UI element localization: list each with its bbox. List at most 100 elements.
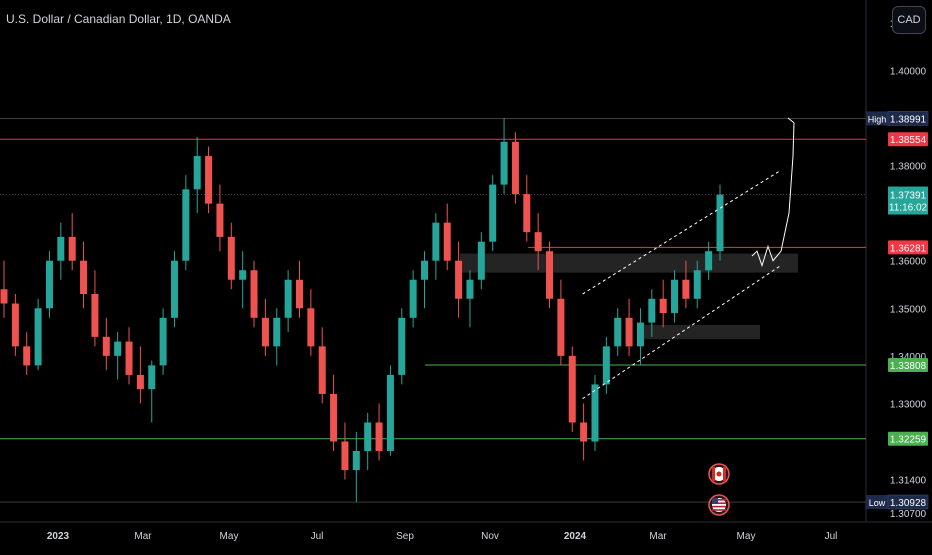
y-tick-label: 1.33000 xyxy=(890,399,927,410)
candle-body xyxy=(205,156,213,204)
flag-band xyxy=(712,467,715,481)
low-value-text: 1.30928 xyxy=(890,498,927,509)
candle-body xyxy=(648,298,656,323)
candle-body xyxy=(386,374,394,452)
candle-body xyxy=(0,289,8,304)
candle-body xyxy=(284,279,292,318)
usa-flag-icon[interactable] xyxy=(708,494,730,516)
flag-band xyxy=(723,467,726,481)
candle-body xyxy=(591,384,599,442)
projection-end xyxy=(787,117,795,124)
candle-body xyxy=(216,203,224,237)
high-value-bg xyxy=(887,111,929,126)
candle-body xyxy=(125,341,133,375)
candle-body xyxy=(352,451,360,471)
candle-body xyxy=(227,236,235,280)
x-tick-label: Sep xyxy=(396,531,414,542)
candle-body xyxy=(477,241,485,280)
x-tick-label: Mar xyxy=(649,531,667,542)
candle-body xyxy=(250,270,258,318)
support-price-tag-bg xyxy=(888,357,928,372)
candle-body xyxy=(614,317,622,347)
current-price-text: 1.37391 xyxy=(890,191,927,202)
candle-body xyxy=(182,189,190,261)
candle-body xyxy=(432,222,440,261)
y-tick-label: 1.34000 xyxy=(890,352,927,363)
flag-stripe xyxy=(712,505,726,508)
candle-body xyxy=(261,317,269,347)
high-value-text: 1.38991 xyxy=(890,114,927,125)
candle-body xyxy=(671,279,679,314)
candle-body xyxy=(421,260,429,280)
x-tick-label: Nov xyxy=(481,531,499,542)
candle-body xyxy=(159,317,167,366)
countdown-text: 11:16:02 xyxy=(889,203,928,214)
candle-body xyxy=(636,322,644,347)
y-tick-label: 1.40000 xyxy=(890,66,927,77)
candle-body xyxy=(273,317,281,347)
support-price-tag-bg xyxy=(888,431,928,446)
candle-body xyxy=(568,355,576,423)
candle-body xyxy=(170,260,178,318)
x-tick-label: Jul xyxy=(311,531,324,542)
x-tick-label: 2024 xyxy=(564,531,587,542)
candle-body xyxy=(443,222,451,261)
candle-body xyxy=(148,365,156,390)
candle-body xyxy=(489,184,497,242)
candle-body xyxy=(602,346,610,385)
support-price-tag-text: 1.33808 xyxy=(890,361,927,372)
candle-body xyxy=(625,317,633,347)
candle-body xyxy=(114,341,122,356)
candle-body xyxy=(34,308,42,366)
channel-lower-line xyxy=(582,265,782,400)
flag-canton xyxy=(712,498,718,504)
low-label-text: Low xyxy=(869,498,886,508)
candle-body xyxy=(307,308,315,347)
y-tick-label: 1.31400 xyxy=(890,476,927,487)
candle-body xyxy=(364,422,372,452)
candle-body xyxy=(318,346,326,394)
candle-body xyxy=(455,260,463,299)
candle-body xyxy=(409,279,417,318)
candle-body xyxy=(341,441,349,471)
y-tick-label: 1.35000 xyxy=(890,304,927,315)
low-value-bg xyxy=(887,494,929,510)
candle-body xyxy=(330,393,338,442)
x-tick-label: 2023 xyxy=(47,531,70,542)
candle-body xyxy=(682,279,690,299)
candle-body xyxy=(80,260,88,295)
resistance-price-tag-text: 1.36281 xyxy=(890,243,927,254)
candle-body xyxy=(23,346,31,366)
resistance-price-tag-bg xyxy=(888,240,928,255)
flag-stripe xyxy=(712,502,726,504)
resistance-price-tag-text: 1.38554 xyxy=(890,135,927,146)
candle-body xyxy=(68,236,76,261)
candle-body xyxy=(136,374,144,390)
resistance-price-tag: 1.36281 xyxy=(888,240,928,255)
candle-body xyxy=(91,294,99,337)
currency-button[interactable]: CAD xyxy=(892,6,926,34)
low-marker: Low 1.30928 xyxy=(866,494,929,510)
resistance-price-tag: 1.38554 xyxy=(888,132,928,147)
candle-body xyxy=(239,270,247,280)
candle-body xyxy=(295,279,303,309)
candle-body xyxy=(11,303,19,347)
candle-body xyxy=(45,260,53,309)
candle-body xyxy=(511,141,519,195)
x-tick-label: May xyxy=(220,531,239,542)
sr-zone xyxy=(640,324,760,340)
channel-upper-line xyxy=(582,169,782,295)
symbol-title: U.S. Dollar / Canadian Dollar, 1D, OANDA xyxy=(6,12,231,26)
candle-body xyxy=(375,422,383,452)
candle-body xyxy=(693,270,701,299)
y-tick-label: 1.30700 xyxy=(890,509,927,520)
high-marker: High 1.38991 xyxy=(866,111,929,126)
canada-flag-icon[interactable] xyxy=(708,463,730,485)
current-price-bg xyxy=(888,186,928,215)
x-tick-label: Jul xyxy=(825,531,838,542)
x-tick-label: May xyxy=(737,531,756,542)
candle-body xyxy=(523,194,531,233)
candle-body xyxy=(57,236,65,261)
